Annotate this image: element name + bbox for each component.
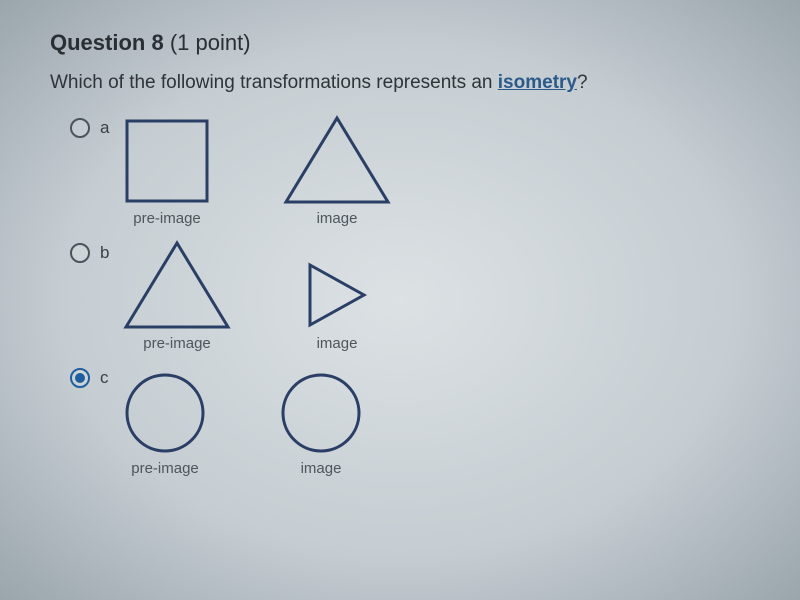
option-a[interactable]: a pre-image image [70, 114, 750, 227]
prompt-keyword: isometry [498, 72, 577, 93]
radio-a[interactable] [70, 118, 90, 138]
image-caption-c: image [301, 460, 342, 477]
prompt-post: ? [577, 72, 588, 93]
square-icon [122, 116, 212, 206]
question-points: (1 point) [170, 30, 251, 55]
preimage-col-b: pre-image [122, 239, 232, 352]
preimage-caption-a: pre-image [133, 210, 201, 227]
circle-icon [278, 370, 364, 456]
preimage-shape-b [122, 239, 232, 331]
circle-icon [122, 370, 208, 456]
radio-wrap-a[interactable]: a [70, 114, 122, 138]
image-col-b: image [302, 239, 372, 352]
radio-c[interactable] [70, 368, 90, 388]
radio-b[interactable] [70, 243, 90, 263]
option-b[interactable]: b pre-image image [70, 239, 750, 352]
triangle-right-icon [302, 259, 372, 331]
preimage-shape-a [122, 114, 212, 206]
image-shape-a [282, 114, 392, 206]
shapes-b: pre-image image [122, 239, 372, 352]
prompt-pre: Which of the following transformations r… [50, 72, 498, 93]
image-shape-c [278, 364, 364, 456]
image-caption-b: image [317, 335, 358, 352]
radio-wrap-b[interactable]: b [70, 239, 122, 263]
triangle-icon [122, 239, 232, 331]
shapes-a: pre-image image [122, 114, 392, 227]
image-caption-a: image [317, 210, 358, 227]
question-header: Question 8 (1 point) [50, 30, 750, 56]
image-col-a: image [282, 114, 392, 227]
shapes-c: pre-image image [122, 364, 364, 477]
preimage-col-a: pre-image [122, 114, 212, 227]
triangle-icon [282, 114, 392, 206]
option-c[interactable]: c pre-image image [70, 364, 750, 477]
image-col-c: image [278, 364, 364, 477]
radio-wrap-c[interactable]: c [70, 364, 122, 388]
preimage-col-c: pre-image [122, 364, 208, 477]
preimage-caption-b: pre-image [143, 335, 211, 352]
radio-label-a: a [100, 118, 109, 138]
radio-label-b: b [100, 243, 109, 263]
question-number: Question 8 [50, 30, 164, 55]
question-prompt: Which of the following transformations r… [50, 72, 750, 94]
preimage-shape-c [122, 364, 208, 456]
options-list: a pre-image image [50, 114, 750, 477]
preimage-caption-c: pre-image [131, 460, 199, 477]
radio-label-c: c [100, 368, 109, 388]
image-shape-b [302, 239, 372, 331]
